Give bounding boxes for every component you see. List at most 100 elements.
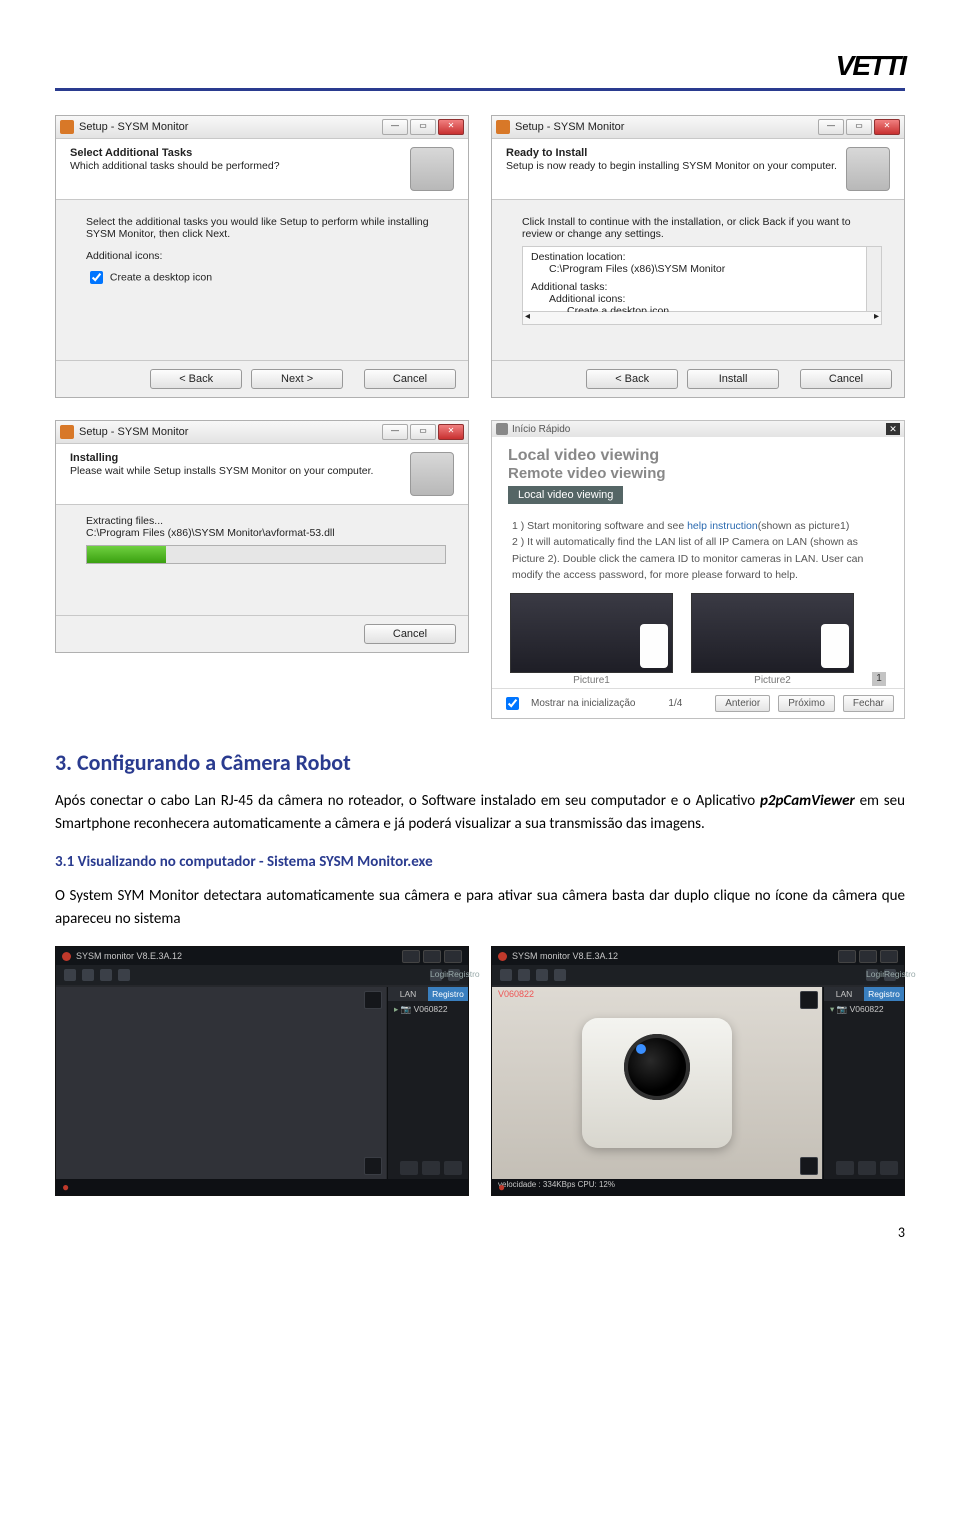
tool-icon[interactable] <box>100 969 112 981</box>
tool-icon[interactable] <box>500 969 512 981</box>
help-link[interactable]: help instruction <box>687 520 758 532</box>
app-icon <box>496 423 508 435</box>
overlay-icon[interactable] <box>800 1157 818 1175</box>
window-title: Setup - SYSM Monitor <box>79 426 382 438</box>
qs-picture2 <box>691 593 854 673</box>
side-panel: LAN Registro ▾ 📷 V060822 <box>823 987 904 1179</box>
tool-icon[interactable] <box>554 969 566 981</box>
cancel-button[interactable]: Cancel <box>364 624 456 644</box>
show-startup-checkbox[interactable] <box>506 697 519 710</box>
checkbox-label: Create a desktop icon <box>110 271 212 283</box>
cancel-button[interactable]: Cancel <box>800 369 892 389</box>
summary-line: C:\Program Files (x86)\SYSM Monitor <box>531 263 873 275</box>
back-button[interactable]: < Back <box>586 369 678 389</box>
caption: Picture1 <box>510 675 673 686</box>
rec-dot-icon: ● <box>62 1180 69 1194</box>
maximize-icon[interactable]: ▭ <box>846 119 872 135</box>
setup-window-installing: Setup - SYSM Monitor — ▭ ✕ Installing Pl… <box>55 420 469 653</box>
setup-window-ready: Setup - SYSM Monitor — ▭ ✕ Ready to Inst… <box>491 115 905 398</box>
app-version: SYSM monitor V8.E.3A.12 <box>76 951 182 961</box>
max-icon[interactable] <box>423 950 441 963</box>
qs-picture1 <box>510 593 673 673</box>
rec-icon <box>498 952 507 961</box>
back-button[interactable]: < Back <box>150 369 242 389</box>
checkbox-label: Mostrar na inicialização <box>531 698 636 709</box>
tab-registro[interactable]: Registro <box>864 987 904 1001</box>
close-button[interactable]: Fechar <box>843 695 894 712</box>
overlay-icon[interactable] <box>800 991 818 1009</box>
scrollbar[interactable] <box>866 247 881 311</box>
wizard-subheading: Which additional tasks should be perform… <box>70 160 404 172</box>
prev-button[interactable]: Anterior <box>715 695 770 712</box>
window-title: Setup - SYSM Monitor <box>79 121 382 133</box>
rec-icon <box>62 952 71 961</box>
app-icon <box>60 120 74 134</box>
qs-heading: Remote video viewing <box>508 465 888 482</box>
register-link[interactable]: Registro <box>884 969 896 981</box>
cancel-button[interactable]: Cancel <box>364 369 456 389</box>
brand-logo: VETTI <box>55 50 905 82</box>
tool-icon[interactable] <box>64 969 76 981</box>
login-link[interactable]: Login <box>430 969 442 981</box>
summary-pane: Destination location: C:\Program Files (… <box>522 246 882 312</box>
group-label: Additional icons: <box>86 250 446 262</box>
progress-path: C:\Program Files (x86)\SYSM Monitor\avfo… <box>86 527 446 539</box>
max-icon[interactable] <box>859 950 877 963</box>
wizard-heading: Installing <box>70 452 404 464</box>
camera-feed <box>492 987 822 1179</box>
tool-icon[interactable] <box>118 969 130 981</box>
monitor-app-empty: SYSM monitor V8.E.3A.12 Login Registro L… <box>55 946 469 1196</box>
app-icon <box>60 425 74 439</box>
paragraph: O System SYM Monitor detectara automatic… <box>55 885 905 930</box>
tab-lan[interactable]: LAN <box>388 987 428 1001</box>
desktop-icon-checkbox[interactable] <box>90 271 103 284</box>
wizard-heading: Select Additional Tasks <box>70 147 404 159</box>
min-icon[interactable] <box>838 950 856 963</box>
camera-item[interactable]: ▸ 📷 V060822 <box>388 1001 468 1018</box>
close-icon[interactable]: ✕ <box>886 423 900 435</box>
close-icon[interactable]: ✕ <box>438 119 464 135</box>
minimize-icon[interactable]: — <box>382 424 408 440</box>
overlay-icon[interactable] <box>364 991 382 1009</box>
close-icon[interactable] <box>880 950 898 963</box>
wizard-icon <box>846 147 890 191</box>
step-indicator: 1/4 <box>668 698 682 709</box>
close-icon[interactable] <box>444 950 462 963</box>
close-icon[interactable]: ✕ <box>874 119 900 135</box>
next-button[interactable]: Next > <box>251 369 343 389</box>
header-rule <box>55 88 905 91</box>
qs-text: 2 ) It will automatically find the LAN l… <box>512 534 888 583</box>
maximize-icon[interactable]: ▭ <box>410 424 436 440</box>
next-button[interactable]: Próximo <box>778 695 835 712</box>
camera-item[interactable]: ▾ 📷 V060822 <box>824 1001 904 1018</box>
tab-lan[interactable]: LAN <box>824 987 864 1001</box>
login-link[interactable]: Login <box>866 969 878 981</box>
tool-icon[interactable] <box>536 969 548 981</box>
video-area <box>492 987 822 1179</box>
summary-line: Additional tasks: <box>531 281 873 293</box>
subsection-heading: 3.1 Visualizando no computador - Sistema… <box>55 853 905 871</box>
summary-line: Additional icons: <box>531 293 873 305</box>
install-button[interactable]: Install <box>687 369 779 389</box>
monitor-app-live: SYSM monitor V8.E.3A.12 Login Registro V… <box>491 946 905 1196</box>
minimize-icon[interactable]: — <box>818 119 844 135</box>
tab-registro[interactable]: Registro <box>428 987 468 1001</box>
body-text: Select the additional tasks you would li… <box>86 216 446 240</box>
quickstart-window: Início Rápido ✕ Local video viewing Remo… <box>491 420 905 719</box>
status-bar <box>56 1179 468 1195</box>
status-bar: velocidade : 334KBps CPU: 12% <box>492 1179 904 1195</box>
register-link[interactable]: Registro <box>448 969 460 981</box>
wizard-icon <box>410 452 454 496</box>
qs-tab-active[interactable]: Local video viewing <box>508 486 623 504</box>
toolbar: Login Registro <box>56 965 468 985</box>
app-version: SYSM monitor V8.E.3A.12 <box>512 951 618 961</box>
overlay-icon[interactable] <box>364 1157 382 1175</box>
tool-icon[interactable] <box>82 969 94 981</box>
minimize-icon[interactable]: — <box>382 119 408 135</box>
maximize-icon[interactable]: ▭ <box>410 119 436 135</box>
close-icon[interactable]: ✕ <box>438 424 464 440</box>
side-toolbar <box>836 1161 898 1175</box>
tool-icon[interactable] <box>518 969 530 981</box>
min-icon[interactable] <box>402 950 420 963</box>
caption: Picture2 <box>691 675 854 686</box>
